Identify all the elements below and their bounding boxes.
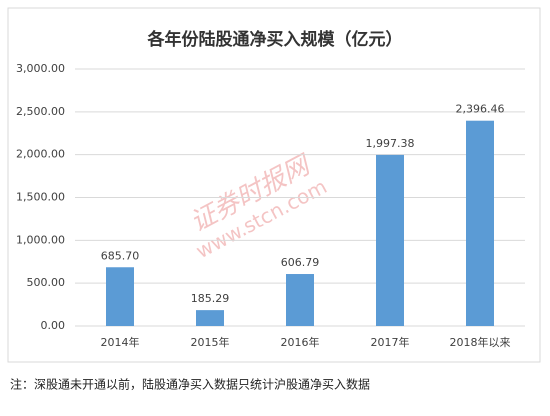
- bar: [376, 154, 404, 326]
- value-label: 1,997.38: [366, 137, 415, 150]
- y-tick-label: 0.00: [41, 319, 66, 332]
- bar: [196, 310, 224, 326]
- bar: [286, 274, 314, 326]
- bar: [106, 267, 134, 326]
- x-tick-label: 2015年: [191, 335, 230, 349]
- chart-frame: [7, 7, 541, 363]
- x-tick-label: 2018年以来: [450, 335, 511, 349]
- y-tick-label: 2,500.00: [16, 105, 65, 118]
- chart-title: 各年份陆股通净买入规模（亿元）: [147, 29, 403, 50]
- note: 注：深股通未开通以前，陆股通净买入数据只统计沪股通净买入数据: [10, 377, 370, 392]
- value-label: 185.29: [191, 292, 230, 305]
- value-label: 2,396.46: [456, 103, 505, 116]
- y-tick-label: 500.00: [27, 276, 66, 289]
- x-tick-label: 2014年: [101, 335, 140, 349]
- value-label: 685.70: [101, 249, 140, 262]
- y-tick-label: 1,500.00: [16, 191, 65, 204]
- value-label: 606.79: [281, 256, 320, 269]
- y-tick-label: 1,000.00: [16, 233, 65, 246]
- x-tick-label: 2016年: [281, 335, 320, 349]
- x-tick-label: 2017年: [371, 335, 410, 349]
- y-tick-label: 3,000.00: [16, 62, 65, 75]
- y-tick-label: 2,000.00: [16, 148, 65, 161]
- bar: [466, 120, 494, 326]
